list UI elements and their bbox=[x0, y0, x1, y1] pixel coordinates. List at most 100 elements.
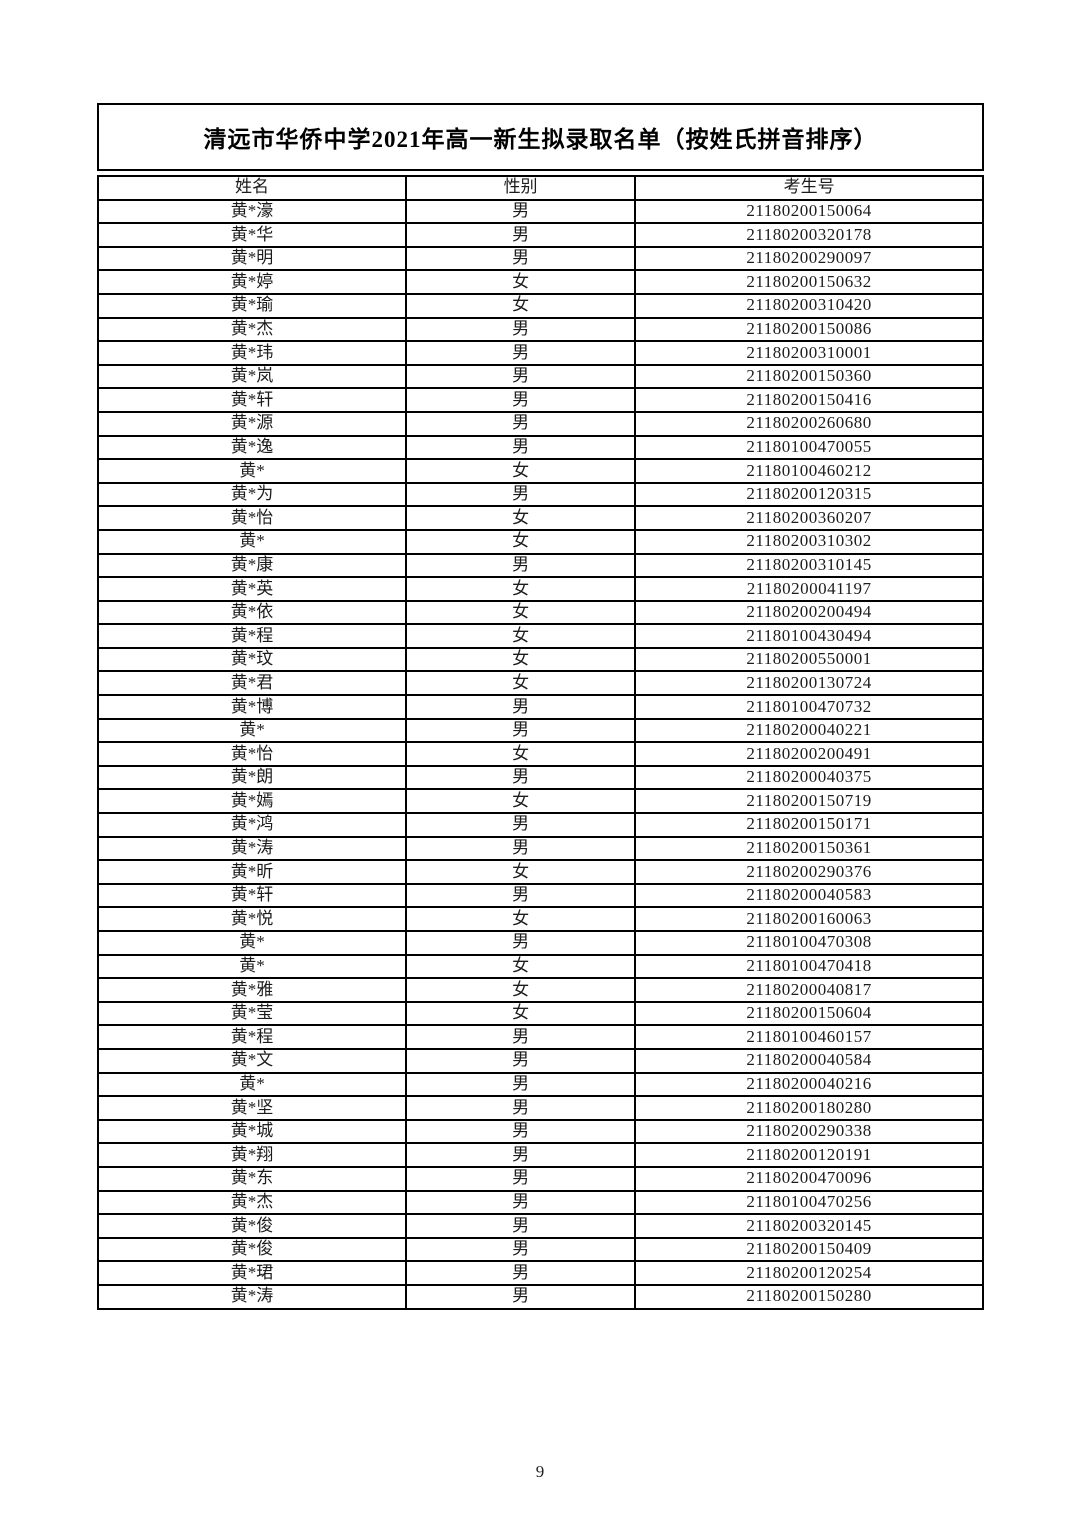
table-row: 黄* 女 21180100470418 bbox=[97, 953, 984, 980]
header-cell-exam-id: 考生号 bbox=[634, 175, 984, 201]
exam-id-cell: 21180200320178 bbox=[634, 222, 984, 248]
gender-cell: 男 bbox=[404, 1165, 637, 1192]
name-cell: 黄*濠 bbox=[97, 198, 407, 225]
gender-cell: 女 bbox=[404, 670, 637, 697]
exam-id-cell: 21180200120254 bbox=[634, 1260, 984, 1286]
exam-id-cell: 21180200040817 bbox=[634, 977, 984, 1003]
exam-id-cell: 21180200040584 bbox=[634, 1047, 984, 1074]
gender-cell: 男 bbox=[404, 835, 637, 862]
table-row: 黄*杰男 21180100470256 bbox=[97, 1189, 984, 1216]
admission-table: 姓名 性别 考生号 黄*濠男 21180200150064 黄*华男 21180200… bbox=[97, 175, 984, 1310]
gender-cell: 男 bbox=[404, 764, 637, 791]
exam-id-cell: 21180200041197 bbox=[634, 576, 984, 602]
exam-id-cell: 21180200150280 bbox=[634, 1283, 984, 1310]
table-row: 黄*涛男 21180200150280 bbox=[97, 1283, 984, 1310]
table-row: 黄*嫣女 21180200150719 bbox=[97, 788, 984, 815]
exam-id-cell: 21180200150416 bbox=[634, 387, 984, 413]
table-row: 黄*轩男 21180200040583 bbox=[97, 882, 984, 909]
gender-cell: 男 bbox=[404, 1071, 637, 1098]
gender-cell: 女 bbox=[404, 599, 637, 626]
gender-cell: 男 bbox=[404, 882, 637, 909]
gender-cell: 女 bbox=[404, 505, 637, 531]
table-row: 黄*博男 21180100470732 bbox=[97, 694, 984, 720]
gender-cell: 男 bbox=[404, 387, 637, 413]
name-cell: 黄*玮 bbox=[97, 340, 407, 366]
exam-id-cell: 21180200150064 bbox=[634, 198, 984, 225]
name-cell: 黄*嫣 bbox=[97, 788, 407, 815]
name-cell: 黄*文 bbox=[97, 1047, 407, 1074]
gender-cell: 男 bbox=[404, 1213, 637, 1239]
exam-id-cell: 21180200310420 bbox=[634, 292, 984, 319]
table-row: 黄*翔男 21180200120191 bbox=[97, 1142, 984, 1168]
name-cell: 黄*君 bbox=[97, 670, 407, 697]
exam-id-cell: 21180200040216 bbox=[634, 1071, 984, 1098]
gender-cell: 男 bbox=[404, 316, 637, 343]
table-row: 黄*怡女 21180200360207 bbox=[97, 505, 984, 531]
gender-cell: 男 bbox=[404, 1283, 637, 1310]
name-cell: 黄*坚 bbox=[97, 1095, 407, 1121]
exam-id-cell: 21180200290097 bbox=[634, 245, 984, 272]
gender-cell: 女 bbox=[404, 458, 637, 484]
exam-id-cell: 21180200310001 bbox=[634, 340, 984, 366]
name-cell: 黄*悦 bbox=[97, 906, 407, 932]
gender-cell: 男 bbox=[404, 552, 637, 579]
table-row: 黄*君女 21180200130724 bbox=[97, 670, 984, 697]
exam-id-cell: 21180200120315 bbox=[634, 481, 984, 508]
table-row: 黄*明男 21180200290097 bbox=[97, 245, 984, 272]
name-cell: 黄*为 bbox=[97, 481, 407, 508]
exam-id-cell: 21180200150632 bbox=[634, 269, 984, 295]
table-row: 黄*为男 21180200120315 bbox=[97, 481, 984, 508]
table-row: 黄*悦女 21180200160063 bbox=[97, 906, 984, 932]
exam-id-cell: 21180100470055 bbox=[634, 434, 984, 461]
name-cell: 黄*俊 bbox=[97, 1213, 407, 1239]
name-cell: 黄*明 bbox=[97, 245, 407, 272]
gender-cell: 男 bbox=[404, 1095, 637, 1121]
exam-id-cell: 21180100470732 bbox=[634, 694, 984, 720]
name-cell: 黄*华 bbox=[97, 222, 407, 248]
name-cell: 黄*怡 bbox=[97, 505, 407, 531]
document-title: 清远市华侨中学2021年高一新生拟录取名单（按姓氏拼音排序） bbox=[97, 103, 984, 171]
admission-document: 清远市华侨中学2021年高一新生拟录取名单（按姓氏拼音排序） 姓名 性别 考生号… bbox=[97, 103, 984, 1310]
header-row: 姓名 性别 考生号 bbox=[97, 175, 984, 201]
name-cell: 黄*东 bbox=[97, 1165, 407, 1192]
name-cell: 黄*杰 bbox=[97, 316, 407, 343]
name-cell: 黄*英 bbox=[97, 576, 407, 602]
table-row: 黄*涛男 21180200150361 bbox=[97, 835, 984, 862]
name-cell: 黄*岚 bbox=[97, 363, 407, 390]
name-cell: 黄*依 bbox=[97, 599, 407, 626]
name-cell: 黄*程 bbox=[97, 1024, 407, 1050]
table-row: 黄*文男 21180200040584 bbox=[97, 1047, 984, 1074]
gender-cell: 女 bbox=[404, 741, 637, 767]
gender-cell: 女 bbox=[404, 859, 637, 885]
exam-id-cell: 21180100460212 bbox=[634, 458, 984, 484]
name-cell: 黄*俊 bbox=[97, 1236, 407, 1263]
gender-cell: 女 bbox=[404, 528, 637, 555]
exam-id-cell: 21180200130724 bbox=[634, 670, 984, 697]
exam-id-cell: 21180200150086 bbox=[634, 316, 984, 343]
name-cell: 黄*朗 bbox=[97, 764, 407, 791]
exam-id-cell: 21180100430494 bbox=[634, 623, 984, 649]
exam-id-cell: 21180200120191 bbox=[634, 1142, 984, 1168]
gender-cell: 男 bbox=[404, 1189, 637, 1216]
table-header: 姓名 性别 考生号 bbox=[97, 175, 984, 201]
exam-id-cell: 21180200200491 bbox=[634, 741, 984, 767]
table-row: 黄*坚男 21180200180280 bbox=[97, 1095, 984, 1121]
exam-id-cell: 21180200160063 bbox=[634, 906, 984, 932]
gender-cell: 男 bbox=[404, 1024, 637, 1050]
table-row: 黄*玮男 21180200310001 bbox=[97, 340, 984, 366]
name-cell: 黄*源 bbox=[97, 410, 407, 437]
name-cell: 黄* bbox=[97, 528, 407, 555]
gender-cell: 男 bbox=[404, 481, 637, 508]
table-row: 黄*昕女 21180200290376 bbox=[97, 859, 984, 885]
exam-id-cell: 21180100470308 bbox=[634, 930, 984, 956]
exam-id-cell: 21180200200494 bbox=[634, 599, 984, 626]
gender-cell: 男 bbox=[404, 694, 637, 720]
exam-id-cell: 21180200310145 bbox=[634, 552, 984, 579]
name-cell: 黄*鸿 bbox=[97, 812, 407, 838]
page-number: 9 bbox=[535, 1462, 545, 1481]
gender-cell: 女 bbox=[404, 953, 637, 980]
gender-cell: 女 bbox=[404, 269, 637, 295]
table-row: 黄*程女 21180100430494 bbox=[97, 623, 984, 649]
table-row: 黄* 男 21180100470308 bbox=[97, 930, 984, 956]
table-row: 黄*朗男 21180200040375 bbox=[97, 764, 984, 791]
